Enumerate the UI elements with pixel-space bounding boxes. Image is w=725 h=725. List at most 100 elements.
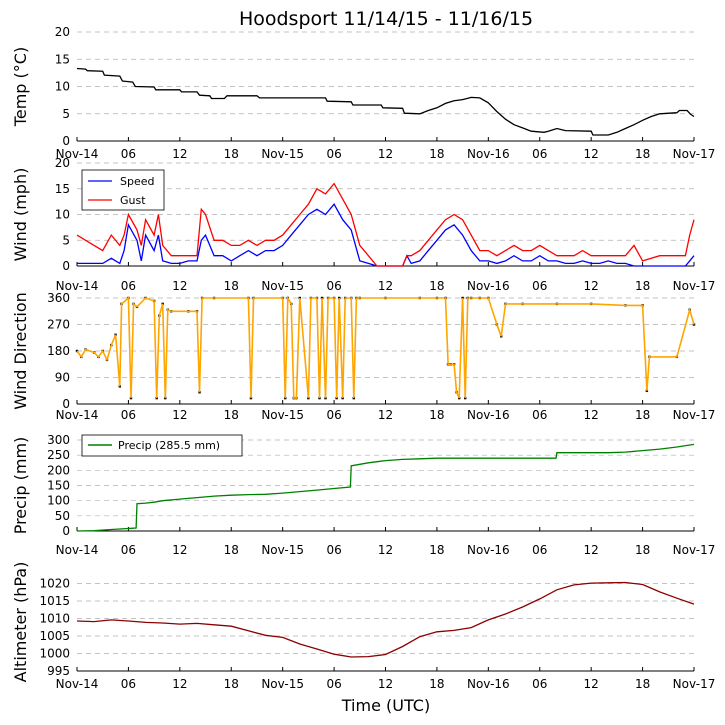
precip-legend-label: Precip (285.5 mm): [118, 439, 220, 452]
wind-x-tick-label: 12: [378, 279, 393, 293]
precip-x-tick-label: 12: [378, 543, 393, 557]
altimeter-x-tick-label: 06: [326, 677, 341, 691]
wind-x-tick-label: 12: [172, 279, 187, 293]
direction-x-tick-label: Nov-16: [467, 408, 510, 422]
precip-x-tick-label: Nov-14: [56, 543, 99, 557]
precip-y-tick-label: 150: [47, 479, 70, 493]
direction-x-tick-label: 06: [121, 408, 136, 422]
wind-x-tick-label: Nov-14: [56, 279, 99, 293]
direction-y-tick-label: 180: [47, 344, 70, 358]
precip-legend: Precip (285.5 mm): [81, 434, 243, 457]
direction-x-tick-label: 18: [224, 408, 239, 422]
direction-panel: 0 90 180 270 360 Nov-14 06 12 18 Nov-15 06 12 18 Nov-…: [11, 291, 715, 422]
altimeter-x-tick-label: Nov-16: [467, 677, 510, 691]
precip-x-tick-label: 18: [224, 543, 239, 557]
altimeter-x-tick-label: 18: [635, 677, 650, 691]
altimeter-y-tick-label: 995: [47, 664, 70, 678]
altimeter-x-tick-label: Nov-15: [261, 677, 304, 691]
altimeter-x-tick-label: 12: [378, 677, 393, 691]
temp-y-tick-label: 15: [55, 52, 70, 66]
wind-x-tick-label: Nov-17: [673, 279, 716, 293]
altimeter-x-tick-label: 06: [121, 677, 136, 691]
precip-x-tick-label: 18: [635, 543, 650, 557]
temp-x-tick-label: 18: [224, 147, 239, 161]
precip-y-tick-label: 250: [47, 448, 70, 462]
temp-x-tick-label: 06: [532, 147, 547, 161]
precip-y-tick-label: 0: [62, 524, 70, 538]
temp-x-tick-label: 12: [172, 147, 187, 161]
temp-series-temp: [76, 67, 695, 136]
direction-x-tick-label: 06: [532, 408, 547, 422]
altimeter-y-tick-label: 1010: [39, 612, 70, 626]
wind-y-tick-label: 5: [62, 233, 70, 247]
altimeter-y-tick-label: 1015: [39, 594, 70, 608]
wind-y-tick-label: 10: [55, 208, 70, 222]
precip-x-tick-label: Nov-17: [673, 543, 716, 557]
temp-x-tick-label: 12: [584, 147, 599, 161]
precip-x-tick-label: 12: [584, 543, 599, 557]
altimeter-y-tick-label: 1000: [39, 647, 70, 661]
temp-x-tick-label: Nov-14: [56, 147, 99, 161]
wind-x-tick-label: 06: [121, 279, 136, 293]
chart-title: Hoodsport 11/14/15 - 11/16/15: [239, 8, 533, 30]
altimeter-x-tick-label: Nov-17: [673, 677, 716, 691]
temp-x-tick-label: Nov-15: [261, 147, 304, 161]
wind-x-tick-label: 18: [224, 279, 239, 293]
altimeter-x-tick-label: 06: [532, 677, 547, 691]
precip-y-tick-label: 100: [47, 494, 70, 508]
direction-series-line: [76, 295, 695, 399]
wind-y-tick-label: 15: [55, 182, 70, 196]
precip-x-tick-label: 18: [429, 543, 444, 557]
wind-legend-box: [81, 169, 165, 211]
wind-x-tick-label: 12: [584, 279, 599, 293]
altimeter-x-tick-label: Nov-14: [56, 677, 99, 691]
precip-x-tick-label: 06: [121, 543, 136, 557]
wind-x-tick-label: Nov-16: [467, 279, 510, 293]
altimeter-x-tick-label: 12: [584, 677, 599, 691]
wind-legend-speed-label: Speed: [120, 175, 154, 188]
temp-x-tick-label: 06: [326, 147, 341, 161]
direction-x-tick-label: 06: [326, 408, 341, 422]
altimeter-series-altimeter: [76, 581, 695, 658]
x-axis-label: Time (UTC): [341, 696, 430, 715]
altimeter-x-tick-label: 12: [172, 677, 187, 691]
wind-legend: Speed Gust: [81, 169, 165, 211]
precip-y-tick-label: 50: [55, 509, 70, 523]
temp-y-axis-label: Temp (°C): [11, 47, 30, 127]
temp-y-tick-label: 10: [55, 80, 70, 94]
wind-y-tick-label: 20: [55, 156, 70, 170]
altimeter-panel: 995 1000 1005 1010 1015 1020 Nov-14 06 12 18 Nov-1…: [11, 562, 715, 691]
temp-x-tick-label: Nov-16: [467, 147, 510, 161]
precip-x-tick-label: Nov-15: [261, 543, 304, 557]
temp-x-tick-label: 06: [121, 147, 136, 161]
precip-x-tick-label: 06: [326, 543, 341, 557]
direction-y-axis-label: Wind Direction: [11, 292, 30, 410]
altimeter-y-tick-label: 1005: [39, 629, 70, 643]
wind-x-tick-label: 18: [635, 279, 650, 293]
direction-x-tick-label: Nov-15: [261, 408, 304, 422]
direction-x-tick-label: 18: [635, 408, 650, 422]
wind-x-tick-label: Nov-15: [261, 279, 304, 293]
temp-y-tick-label: 20: [55, 25, 70, 39]
direction-x-tick-label: 12: [378, 408, 393, 422]
precip-x-tick-label: 12: [172, 543, 187, 557]
wind-y-tick-label: 0: [62, 259, 70, 273]
wind-y-axis-label: Wind (mph): [11, 168, 30, 262]
direction-y-tick-label: 90: [55, 371, 70, 385]
wind-panel: 0 5 10 15 20 Nov-14 06 12 18 Nov-15 06 12 18 Nov-16 06…: [11, 156, 715, 293]
wind-x-tick-label: 18: [429, 279, 444, 293]
precip-legend-box: [81, 434, 243, 457]
precip-y-axis-label: Precip (mm): [11, 437, 30, 535]
altimeter-x-tick-label: 18: [224, 677, 239, 691]
altimeter-x-tick-label: 18: [429, 677, 444, 691]
wind-x-tick-label: 06: [326, 279, 341, 293]
temp-panel: 0 5 10 15 20 Nov-14 06 12 18 Nov-15 06 12 18 Nov-16 06…: [11, 25, 715, 161]
direction-x-tick-label: 18: [429, 408, 444, 422]
precip-x-tick-label: Nov-16: [467, 543, 510, 557]
direction-x-tick-label: 12: [172, 408, 187, 422]
temp-x-tick-label: 18: [635, 147, 650, 161]
temp-x-tick-label: 18: [429, 147, 444, 161]
direction-x-tick-label: 12: [584, 408, 599, 422]
